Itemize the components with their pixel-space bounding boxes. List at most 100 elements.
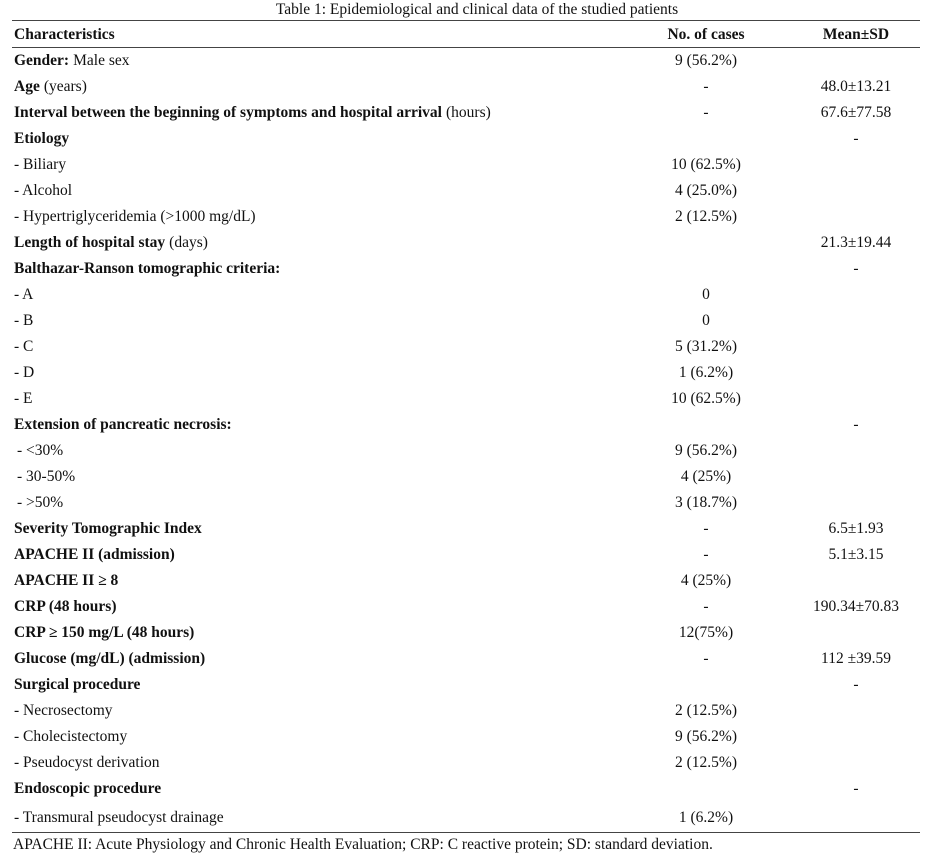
characteristic-cell: Etiology	[14, 130, 69, 148]
characteristic-cell: - B	[14, 312, 33, 330]
characteristic-cell: - Cholecistectomy	[14, 728, 127, 746]
characteristic-text: - B	[14, 312, 34, 329]
characteristic-heading: APACHE II ≥ 8	[14, 572, 119, 589]
cases-cell: 0	[702, 312, 710, 329]
characteristic-cell: - C	[14, 338, 33, 356]
table-row: Age (years) - 48.0±13.21	[0, 78, 932, 98]
characteristic-text: (hours)	[446, 104, 491, 121]
header-cell: No. of cases	[667, 26, 745, 43]
characteristic-text: - A	[14, 286, 34, 303]
table-row: - Cholecistectomy 9 (56.2%)	[0, 728, 932, 748]
characteristic-text: - Necrosectomy	[14, 702, 113, 719]
characteristic-text: - C	[14, 338, 34, 355]
cases-cell: 12(75%)	[678, 624, 734, 641]
characteristic-heading: APACHE II (admission)	[14, 546, 175, 563]
characteristic-cell: - Necrosectomy	[14, 702, 113, 720]
characteristic-cell: - <30%	[14, 442, 63, 460]
mean-cell: -	[853, 416, 859, 433]
table-row: Balthazar-Ranson tomographic criteria: -	[0, 260, 932, 280]
characteristic-cell: - Pseudocyst derivation	[14, 754, 160, 772]
cases-cell: 2 (12.5%)	[675, 754, 737, 771]
table-row: APACHE II ≥ 8 4 (25%)	[0, 572, 932, 592]
characteristic-cell: CRP (48 hours)	[14, 598, 116, 616]
table-row: - C 5 (31.2%)	[0, 338, 932, 358]
mean-cell: 6.5±1.93	[828, 520, 884, 537]
characteristic-cell: Gender: Male sex	[14, 52, 130, 70]
characteristic-cell: Severity Tomographic Index	[14, 520, 202, 538]
table-row: Endoscopic procedure -	[0, 780, 932, 800]
characteristic-cell: APACHE II ≥ 8	[14, 572, 118, 590]
table-row: - B 0	[0, 312, 932, 332]
characteristic-cell: Balthazar-Ranson tomographic criteria:	[14, 260, 280, 278]
characteristic-text: - Transmural pseudocyst drainage	[14, 809, 224, 826]
characteristic-heading: Etiology	[14, 130, 70, 147]
characteristic-text: - E	[14, 390, 33, 407]
characteristic-cell: Extension of pancreatic necrosis:	[14, 416, 232, 434]
table-row: Severity Tomographic Index - 6.5±1.93	[0, 520, 932, 540]
characteristic-text: Male sex	[73, 52, 130, 69]
table-row: - Biliary 10 (62.5%)	[0, 156, 932, 176]
table-row: - Hypertriglyceridemia (>1000 mg/dL) 2 (1…	[0, 208, 932, 228]
characteristic-heading: Surgical procedure	[14, 676, 141, 693]
characteristic-heading: Interval between the beginning of sympto…	[14, 104, 442, 121]
cases-cell: 9 (56.2%)	[675, 728, 737, 745]
cases-cell: 1 (6.2%)	[678, 809, 734, 826]
characteristic-text: - <30%	[17, 442, 64, 459]
cases-cell: 5 (31.2%)	[675, 338, 737, 355]
characteristic-heading: Gender:	[14, 52, 70, 69]
table-row: - >50% 3 (18.7%)	[0, 494, 932, 514]
footnote: APACHE II: Acute Physiology and Chronic …	[13, 836, 713, 853]
table-row: - Alcohol 4 (25.0%)	[0, 182, 932, 202]
characteristic-text: - >50%	[17, 494, 64, 511]
characteristic-text: - D	[14, 364, 35, 381]
characteristic-text: (years)	[43, 78, 87, 95]
mean-cell: 67.6±77.58	[820, 104, 892, 121]
cases-cell: -	[703, 546, 709, 563]
table-row: Glucose (mg/dL) (admission) - 112 ±39.59	[0, 650, 932, 670]
characteristic-text: - 30-50%	[17, 468, 76, 485]
cases-cell: 0	[702, 286, 710, 303]
characteristic-text: - Pseudocyst derivation	[14, 754, 160, 771]
characteristic-text: - Alcohol	[14, 182, 73, 199]
rule	[12, 832, 920, 833]
characteristic-heading: Extension of pancreatic necrosis:	[14, 416, 232, 433]
table-row: APACHE II (admission) - 5.1±3.15	[0, 546, 932, 566]
characteristic-cell: Glucose (mg/dL) (admission)	[14, 650, 205, 668]
header-row: Characteristics No. of cases Mean±SD	[0, 26, 932, 46]
characteristic-heading: Glucose (mg/dL) (admission)	[14, 650, 206, 667]
cases-cell: 4 (25%)	[680, 572, 732, 589]
mean-cell: -	[853, 260, 859, 277]
characteristic-cell: - Alcohol	[14, 182, 72, 200]
characteristic-cell: - A	[14, 286, 33, 304]
characteristic-cell: - 30-50%	[14, 468, 75, 486]
table-row: CRP (48 hours) - 190.34±70.83	[0, 598, 932, 618]
table-row: Gender: Male sex 9 (56.2%)	[0, 52, 932, 72]
characteristic-heading: CRP (48 hours)	[14, 598, 117, 615]
characteristic-heading: Balthazar-Ranson tomographic criteria:	[14, 260, 281, 277]
characteristic-cell: Length of hospital stay (days)	[14, 234, 208, 252]
characteristic-cell: - Transmural pseudocyst drainage	[14, 809, 224, 827]
mean-cell: -	[853, 130, 859, 147]
cases-cell: 10 (62.5%)	[671, 156, 741, 173]
cases-cell: -	[703, 104, 709, 121]
table-row: Extension of pancreatic necrosis: -	[0, 416, 932, 436]
characteristic-cell: CRP ≥ 150 mg/L (48 hours)	[14, 624, 194, 642]
rule	[12, 20, 920, 21]
table-caption: Table 1: Epidemiological and clinical da…	[275, 1, 679, 18]
cases-cell: -	[703, 78, 709, 95]
mean-cell: -	[853, 676, 859, 693]
characteristic-cell: - Biliary	[14, 156, 66, 174]
characteristic-text: (days)	[169, 234, 208, 251]
cases-cell: -	[703, 598, 709, 615]
characteristic-cell: Age (years)	[14, 78, 87, 96]
table-row: - A 0	[0, 286, 932, 306]
characteristic-text: - Hypertriglyceridemia (>1000 mg/dL)	[14, 208, 256, 225]
characteristic-text: - Cholecistectomy	[14, 728, 128, 745]
table-row: - D 1 (6.2%)	[0, 364, 932, 384]
cases-cell: 1 (6.2%)	[678, 364, 734, 381]
characteristic-cell: - D	[14, 364, 34, 382]
table-row: - 30-50% 4 (25%)	[0, 468, 932, 488]
table-row: Surgical procedure -	[0, 676, 932, 696]
characteristic-heading: Endoscopic procedure	[14, 780, 162, 797]
